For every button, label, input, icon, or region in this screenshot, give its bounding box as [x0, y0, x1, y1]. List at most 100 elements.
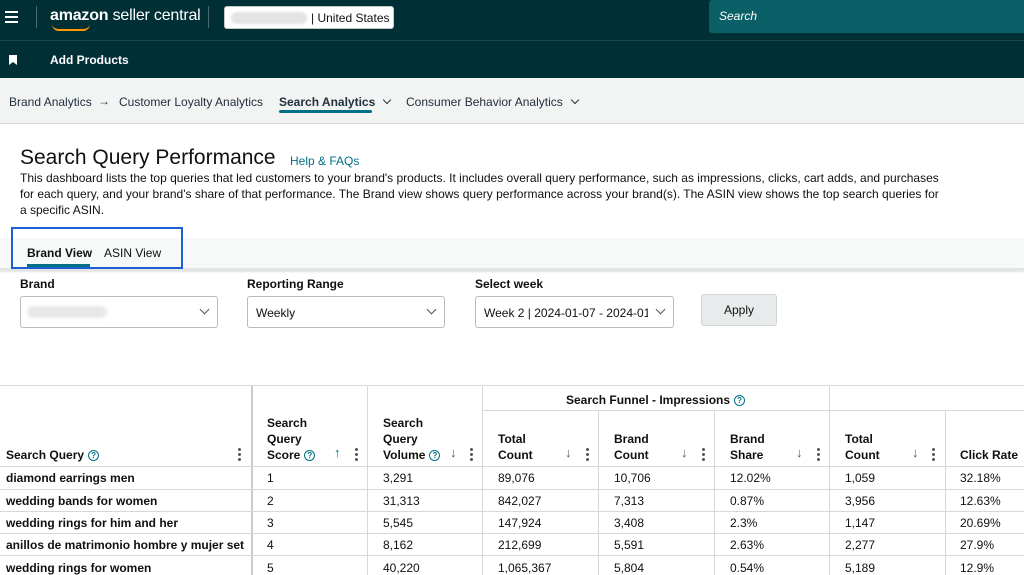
query-cell[interactable]: wedding rings for him and her: [6, 516, 179, 530]
brand-impressions-cell: 3,408: [614, 516, 645, 530]
column-menu-icon[interactable]: [586, 448, 589, 463]
store-region: | United States: [311, 11, 390, 25]
info-icon[interactable]: ?: [304, 450, 316, 462]
week-value: Week 2 | 2024-01-07 - 2024-01-13: [484, 306, 648, 320]
column-menu-icon[interactable]: [702, 448, 705, 463]
brand-impressions-cell: 10,706: [614, 471, 651, 485]
tab-asin-view[interactable]: ASIN View: [104, 246, 162, 260]
click-rate-cell: 27.9%: [960, 538, 995, 552]
table-row: wedding rings for women 5 40,220 1,065,3…: [0, 555, 1024, 575]
store-selector[interactable]: | United States: [224, 6, 394, 29]
week-select[interactable]: Week 2 | 2024-01-07 - 2024-01-13: [475, 296, 674, 328]
apply-button[interactable]: Apply: [701, 294, 777, 326]
total-clicks-cell: 5,189: [845, 561, 876, 575]
col-header-search-query-score[interactable]: Search Query Score?: [267, 415, 316, 463]
brand-select[interactable]: [20, 296, 218, 328]
sort-descending-icon[interactable]: ↓: [681, 445, 688, 460]
col-header-search-query[interactable]: Search Query?: [6, 447, 100, 463]
active-view-indicator: [27, 264, 90, 267]
total-impressions-cell: 89,076: [498, 471, 535, 485]
info-icon[interactable]: ?: [734, 395, 746, 407]
query-cell[interactable]: diamond earrings men: [6, 471, 135, 485]
col-header-search-query-volume[interactable]: Search Query Volume?: [383, 415, 441, 463]
row-divider: [0, 533, 1024, 534]
col-header-brand-count[interactable]: Brand Count: [614, 432, 649, 462]
brand-impressions-cell: 5,591: [614, 538, 645, 552]
row-divider: [0, 555, 1024, 556]
reporting-range-select[interactable]: Weekly: [247, 296, 445, 328]
help-faqs-link[interactable]: Help & FAQs: [290, 154, 360, 168]
logo-smile-icon: [52, 24, 90, 31]
chevron-down-icon: [570, 95, 579, 105]
sort-descending-icon[interactable]: ↓: [912, 445, 919, 460]
nav-search-analytics[interactable]: Search Analytics: [279, 95, 392, 109]
total-clicks-cell: 3,956: [845, 494, 876, 508]
divider: [208, 6, 209, 28]
col-header-total-count[interactable]: Total Count: [498, 432, 533, 462]
col-header-total-count-clicks[interactable]: Total Count: [845, 432, 880, 462]
score-cell: 4: [267, 538, 274, 552]
nav-customer-loyalty[interactable]: Customer Loyalty Analytics: [119, 95, 264, 109]
search-input[interactable]: [719, 9, 1009, 23]
column-separator: [598, 410, 599, 575]
arrow-right-icon: →: [98, 94, 110, 108]
add-products-link[interactable]: Add Products: [50, 53, 129, 67]
active-tab-indicator: [279, 110, 372, 113]
chevron-down-icon: [426, 304, 437, 315]
query-cell[interactable]: wedding rings for women: [6, 561, 152, 575]
query-cell[interactable]: anillos de matrimonio hombre y mujer set: [6, 538, 245, 552]
click-rate-cell: 12.63%: [960, 494, 1001, 508]
row-divider: [0, 511, 1024, 512]
chevron-down-icon: [655, 304, 666, 315]
breadcrumb-brand-analytics[interactable]: Brand Analytics: [9, 95, 92, 109]
nav-consumer-behavior[interactable]: Consumer Behavior Analytics: [406, 95, 579, 109]
top-bar: amazon seller central | United States: [0, 0, 1024, 40]
brand-label: Brand: [20, 277, 55, 291]
menu-icon[interactable]: [5, 11, 21, 27]
chevron-down-icon: [199, 304, 210, 315]
row-divider: [0, 489, 1024, 490]
column-separator: [945, 410, 946, 575]
bookmark-icon[interactable]: [9, 55, 17, 65]
group-header-line: [482, 410, 1024, 411]
col-header-brand-share[interactable]: Brand Share: [730, 432, 765, 462]
sort-descending-icon[interactable]: ↓: [565, 445, 572, 460]
sort-ascending-icon[interactable]: ↑: [334, 445, 341, 460]
column-separator: [251, 386, 253, 575]
col-header-click-rate[interactable]: Click Rate: [960, 448, 1019, 462]
sort-descending-icon[interactable]: ↓: [450, 445, 457, 460]
header-divider: [0, 466, 1024, 467]
volume-cell: 31,313: [383, 494, 420, 508]
total-impressions-cell: 1,065,367: [498, 561, 552, 575]
column-menu-icon[interactable]: [355, 448, 358, 463]
column-menu-icon[interactable]: [932, 448, 935, 463]
sort-descending-icon[interactable]: ↓: [796, 445, 803, 460]
total-clicks-cell: 1,059: [845, 471, 876, 485]
reporting-range-value: Weekly: [256, 306, 296, 320]
tab-brand-view[interactable]: Brand View: [27, 246, 93, 260]
volume-cell: 3,291: [383, 471, 414, 485]
column-separator: [367, 386, 368, 575]
page-title: Search Query Performance: [20, 146, 276, 169]
analytics-subnav: Brand Analytics → Customer Loyalty Analy…: [0, 78, 1024, 124]
click-rate-cell: 32.18%: [960, 471, 1001, 485]
table-row: anillos de matrimonio hombre y mujer set…: [0, 533, 1024, 555]
score-cell: 1: [267, 471, 274, 485]
column-menu-icon[interactable]: [817, 448, 820, 463]
total-impressions-cell: 147,924: [498, 516, 542, 530]
total-clicks-cell: 2,277: [845, 538, 876, 552]
volume-cell: 8,162: [383, 538, 414, 552]
table-row: diamond earrings men 1 3,291 89,076 10,7…: [0, 466, 1024, 489]
select-week-label: Select week: [475, 277, 544, 291]
info-icon[interactable]: ?: [88, 450, 100, 462]
logo[interactable]: amazon seller central: [50, 7, 201, 24]
query-cell[interactable]: wedding bands for women: [6, 494, 158, 508]
column-separator: [714, 410, 715, 575]
chevron-down-icon: [383, 95, 392, 105]
column-menu-icon[interactable]: [238, 448, 241, 463]
brand-impressions-cell: 7,313: [614, 494, 645, 508]
column-menu-icon[interactable]: [470, 448, 473, 463]
search-bar[interactable]: [709, 0, 1024, 33]
info-icon[interactable]: ?: [429, 450, 441, 462]
score-cell: 3: [267, 516, 274, 530]
